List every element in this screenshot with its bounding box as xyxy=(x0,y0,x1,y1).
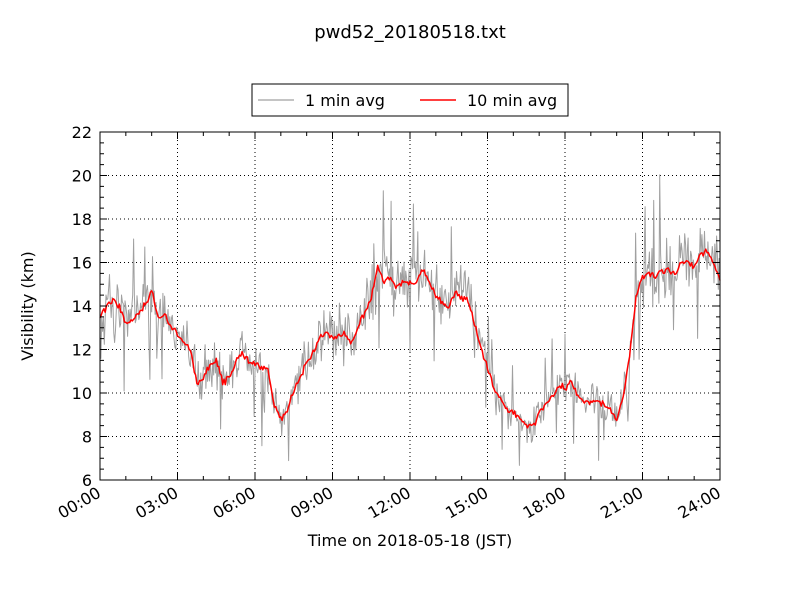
y-tick-label: 12 xyxy=(72,341,92,360)
legend-label-1-min-avg: 1 min avg xyxy=(305,91,385,110)
y-tick-label: 16 xyxy=(72,254,92,273)
y-tick-label: 10 xyxy=(72,384,92,403)
ticks xyxy=(99,131,721,481)
y-tick-label: 14 xyxy=(72,297,92,316)
x-axis-label: Time on 2018-05-18 (JST) xyxy=(307,531,512,550)
y-tick-labels: 6 8 10 12 14 16 18 20 22 xyxy=(72,123,92,490)
chart-title: pwd52_20180518.txt xyxy=(314,22,506,43)
grid xyxy=(100,132,720,480)
series-line-1-min-avg xyxy=(99,174,721,466)
legend-frame xyxy=(251,83,569,117)
y-tick-label: 8 xyxy=(82,428,92,447)
legend-label-10-min-avg: 10 min avg xyxy=(467,91,557,110)
y-tick-label: 18 xyxy=(72,210,92,229)
legend: 1 min avg 10 min avg xyxy=(251,83,569,117)
plot-area xyxy=(99,174,721,466)
series-line-10-min-avg xyxy=(99,248,721,429)
y-axis-label: Visibility (km) xyxy=(18,251,37,360)
y-tick-label: 22 xyxy=(72,123,92,142)
y-tick-label: 20 xyxy=(72,167,92,186)
series-layer xyxy=(99,174,721,466)
y-tick-label: 6 xyxy=(82,471,92,490)
